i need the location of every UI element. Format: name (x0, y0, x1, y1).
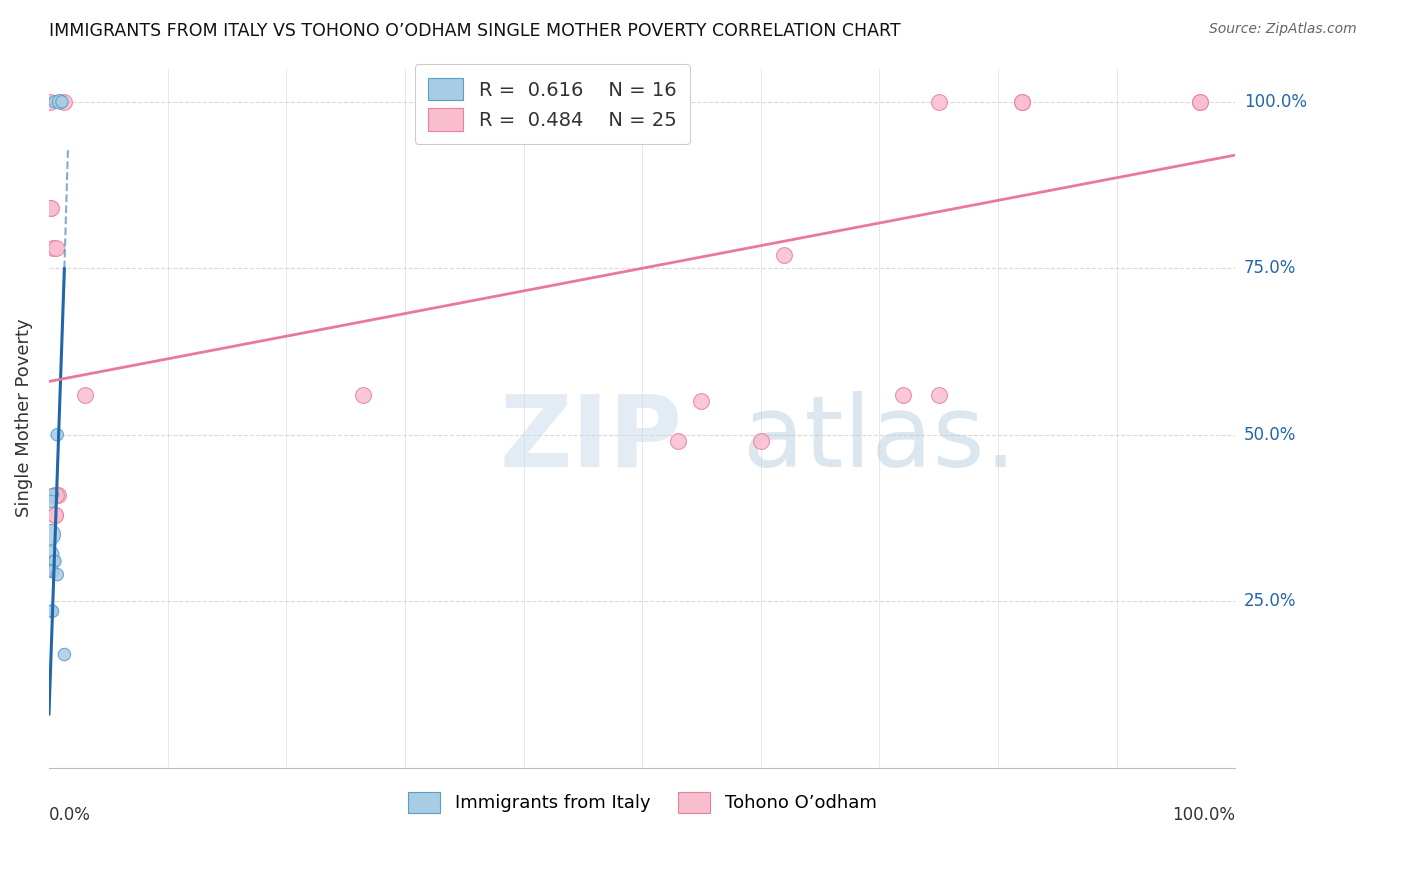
Point (41, 241, 63, 255)
Text: 75.0%: 75.0% (1244, 260, 1296, 277)
Point (48, 95, 70, 109)
Point (39, 202, 62, 216)
Text: 100.0%: 100.0% (1173, 806, 1236, 824)
Point (53, 648, 76, 662)
Point (928, 388, 950, 402)
Point (53, 95, 76, 109)
Point (73, 388, 96, 402)
Point (45, 488, 67, 502)
Point (42, 554, 65, 568)
Text: 50.0%: 50.0% (1244, 425, 1296, 443)
Point (690, 394, 713, 409)
Text: Source: ZipAtlas.com: Source: ZipAtlas.com (1209, 22, 1357, 37)
Point (41, 604, 63, 618)
Text: 0.0%: 0.0% (49, 806, 91, 824)
Text: ZIP: ZIP (499, 391, 683, 488)
Point (41, 564, 63, 578)
Point (46, 427, 69, 442)
Point (45, 241, 67, 255)
Point (1188, 95, 1211, 109)
Point (41, 604, 63, 618)
Point (891, 388, 914, 402)
Point (46, 567, 69, 582)
Point (44, 95, 66, 109)
Point (1188, 95, 1211, 109)
Point (352, 388, 374, 402)
Point (41, 494, 63, 508)
Text: 25.0%: 25.0% (1244, 592, 1296, 610)
Text: atlas.: atlas. (742, 391, 1017, 488)
Text: IMMIGRANTS FROM ITALY VS TOHONO O’ODHAM SINGLE MOTHER POVERTY CORRELATION CHART: IMMIGRANTS FROM ITALY VS TOHONO O’ODHAM … (49, 22, 901, 40)
Point (39, 548, 62, 562)
Point (41, 564, 63, 578)
Point (48, 488, 70, 502)
Point (1011, 95, 1033, 109)
Point (44, 488, 66, 502)
Point (41, 488, 63, 502)
Y-axis label: Single Mother Poverty: Single Mother Poverty (15, 318, 32, 517)
Point (51, 95, 73, 109)
Point (666, 434, 689, 449)
Point (928, 95, 950, 109)
Point (749, 434, 772, 449)
Point (41, 202, 63, 216)
Point (44, 508, 66, 522)
Legend: Immigrants from Italy, Tohono O’odham: Immigrants from Italy, Tohono O’odham (399, 782, 886, 822)
Point (773, 248, 796, 262)
Point (44, 508, 66, 522)
Point (1011, 95, 1033, 109)
Text: 100.0%: 100.0% (1244, 93, 1306, 111)
Point (44, 488, 66, 502)
Point (44, 554, 66, 568)
Point (39, 95, 62, 109)
Point (39, 527, 62, 541)
